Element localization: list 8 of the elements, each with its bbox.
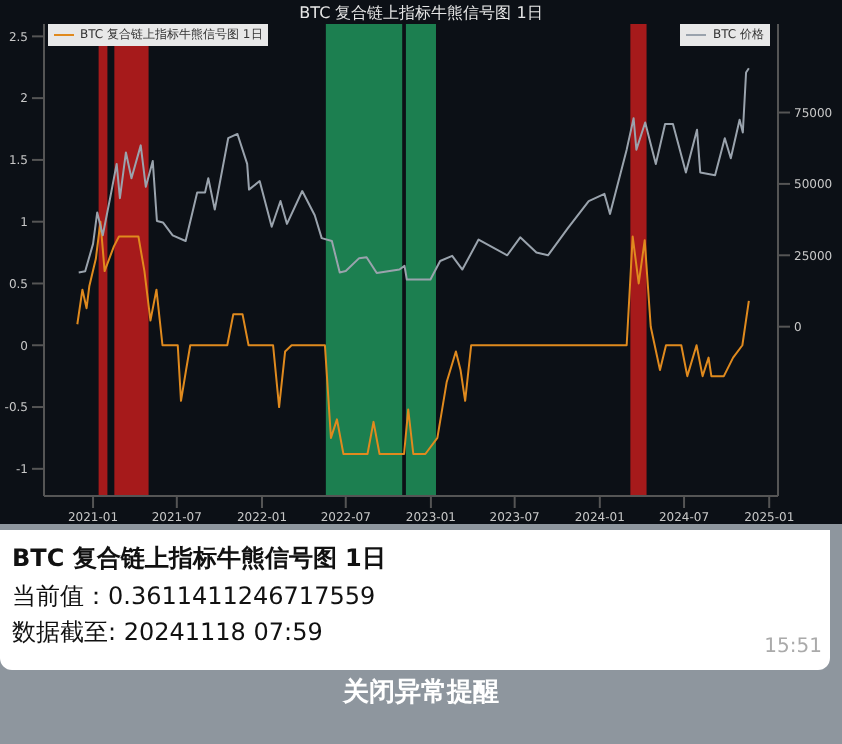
line-series xyxy=(76,220,750,455)
text: BTC 复合链上指标牛熊信号图 1日 xyxy=(12,542,386,576)
text: 关闭异常提醒 xyxy=(340,675,501,710)
chart-title: BTC 复合链上指标牛熊信号图 1日 xyxy=(297,2,545,24)
text: 15:51 xyxy=(764,636,822,658)
text: 数据截至: 20241118 07:59 xyxy=(12,616,323,650)
line-series xyxy=(77,67,750,281)
text: 当前值：0.3611411246717559 xyxy=(12,580,376,614)
